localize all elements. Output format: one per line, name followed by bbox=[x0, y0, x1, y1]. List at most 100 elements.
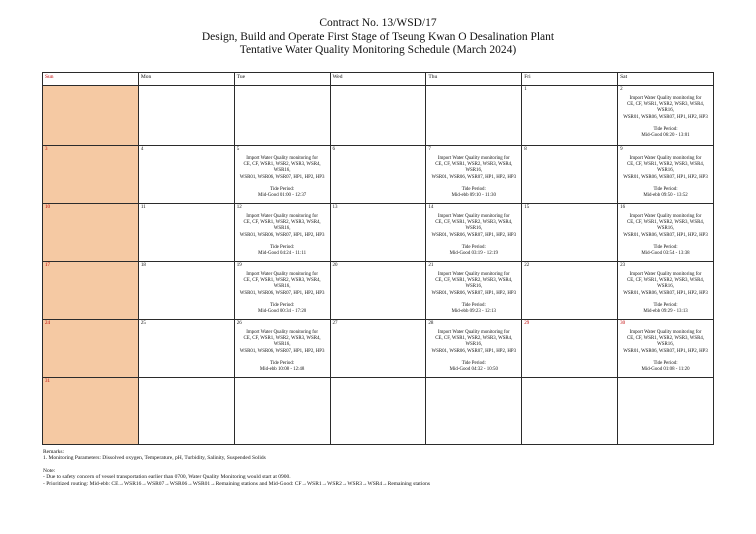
week-row-1: 1 2 Import Water Quality monitoring for CE,… bbox=[42, 85, 714, 146]
date-number: 27 bbox=[332, 321, 338, 326]
calendar-body: 1 2 Import Water Quality monitoring for CE,… bbox=[42, 85, 714, 445]
day-cell-empty bbox=[233, 85, 331, 146]
date-number: 22 bbox=[524, 263, 530, 268]
monitoring-line-1: Import Water Quality monitoring for bbox=[437, 214, 510, 219]
monitoring-line-3: WSR01, WSR06, WSR07, HP1, HP2, HP3 bbox=[623, 232, 708, 238]
date-number: 4 bbox=[140, 147, 144, 152]
date-number: 2 bbox=[620, 87, 623, 92]
date-number bbox=[523, 379, 617, 386]
day-cell-22: 22 bbox=[521, 261, 619, 320]
monitoring-entry: Import Water Quality monitoring for CE, C… bbox=[235, 156, 329, 199]
day-cell-6: 6 bbox=[329, 145, 427, 204]
date-number bbox=[235, 87, 329, 94]
monitoring-line-2: CE, CF, WSR1, WSR2, WSR3, WSR4, WSR16, bbox=[243, 278, 321, 290]
monitoring-line-2: CE, CF, WSR1, WSR2, WSR3, WSR4, WSR16, bbox=[626, 162, 705, 174]
tide-period-value: Mid-ebb 09:23 - 12:13 bbox=[451, 309, 496, 315]
date-number bbox=[43, 87, 137, 94]
tide-period-value: Mid-Good 04:24 - 11:11 bbox=[258, 251, 307, 257]
monitoring-line-2: CE, CF, WSR1, WSR2, WSR3, WSR4, WSR16, bbox=[435, 278, 513, 290]
tide-period-value: Mid-ebb 09:29 - 13:13 bbox=[643, 309, 688, 315]
monitoring-line-1: Import Water Quality monitoring for bbox=[437, 156, 510, 161]
date-number: 12 bbox=[236, 205, 242, 210]
monitoring-line-1: Import Water Quality monitoring for bbox=[437, 272, 510, 277]
title-project-name: Design, Build and Operate First Stage of… bbox=[201, 30, 555, 43]
monitoring-line-3: WSR01, WSR06, WSR07, HP1, HP2, HP3 bbox=[239, 232, 325, 238]
day-cell-empty bbox=[137, 85, 235, 146]
monitoring-entry: Import Water Quality monitoring for CE, C… bbox=[427, 156, 521, 199]
tide-period-label: Tide Period: bbox=[270, 186, 295, 192]
day-of-week-row: Sun Mon Tue Wed Thu Fri Sat bbox=[42, 72, 714, 86]
date-number: 31 bbox=[45, 379, 50, 384]
date-number: 8 bbox=[524, 147, 527, 152]
monitoring-entry: Import Water Quality monitoring for CE, C… bbox=[235, 214, 329, 257]
monitoring-entry: Import Water Quality monitoring for CE, C… bbox=[427, 272, 521, 315]
document-title-block: Contract No. 13/WSD/17 Design, Build and… bbox=[0, 17, 756, 58]
monitoring-line-1: Import Water Quality monitoring for bbox=[437, 330, 510, 335]
day-cell-23: 23 Import Water Quality monitoring for CE,… bbox=[617, 261, 714, 320]
day-cell-28: 28 Import Water Quality monitoring for CE,… bbox=[425, 319, 523, 378]
date-number: 17 bbox=[45, 263, 50, 268]
title-contract-no: Contract No. 13/WSD/17 bbox=[319, 17, 437, 29]
monitoring-entry: Import Water Quality monitoring for CE, C… bbox=[619, 214, 713, 257]
remarks-parameters: 1. Monitoring Parameters: Dissolved oxyg… bbox=[43, 455, 266, 462]
tide-period-value: Mid-Good 00:34 - 17:20 bbox=[257, 309, 307, 315]
date-number bbox=[619, 379, 713, 386]
day-cell-empty bbox=[425, 85, 523, 146]
day-cell-1: 1 bbox=[521, 85, 619, 146]
monitoring-entry: Import Water Quality monitoring for CE, C… bbox=[427, 330, 521, 373]
tide-period-value: Mid-ebb 09:50 - 13:52 bbox=[643, 193, 688, 199]
date-number bbox=[427, 87, 521, 94]
date-number: 26 bbox=[236, 321, 242, 326]
tide-period-value: Mid-ebb 10:08 - 12:48 bbox=[259, 367, 305, 373]
day-cell-empty bbox=[233, 377, 331, 445]
day-cell-empty bbox=[329, 85, 427, 146]
day-cell-20: 20 bbox=[329, 261, 427, 320]
day-cell-8: 8 bbox=[521, 145, 619, 204]
date-number: 30 bbox=[620, 321, 626, 326]
monitoring-line-1: Import Water Quality monitoring for bbox=[246, 272, 318, 277]
note-heading: Note: bbox=[43, 467, 56, 474]
date-number: 6 bbox=[332, 147, 336, 152]
day-cell-empty bbox=[137, 377, 235, 445]
tide-period-label: Tide Period: bbox=[653, 126, 678, 132]
day-cell-2: 2 Import Water Quality monitoring for CE, … bbox=[617, 85, 714, 146]
day-cell-12: 12 Import Water Quality monitoring for CE,… bbox=[233, 203, 331, 262]
day-cell-4: 4 bbox=[137, 145, 235, 204]
tide-period-value: Mid-Good 03:54 - 13:38 bbox=[641, 251, 690, 257]
monitoring-entry: Import Water Quality monitoring for CE, C… bbox=[619, 96, 713, 139]
monitoring-line-2: CE, CF, WSR1, WSR2, WSR3, WSR4, WSR16, bbox=[626, 220, 705, 232]
date-number: 7 bbox=[428, 147, 431, 152]
monitoring-line-2: CE, CF, WSR1, WSR2, WSR3, WSR4, WSR16, bbox=[243, 336, 321, 348]
day-cell-9: 9 Import Water Quality monitoring for CE, … bbox=[617, 145, 714, 204]
monitoring-line-1: Import Water Quality monitoring for bbox=[629, 272, 702, 277]
day-header-mon: Mon bbox=[137, 72, 235, 86]
day-cell-29: 29 bbox=[521, 319, 619, 378]
day-cell-3: 3 bbox=[42, 145, 139, 204]
week-row-6: 31 bbox=[42, 377, 714, 445]
day-cell-15: 15 bbox=[521, 203, 619, 262]
date-number: 25 bbox=[140, 321, 146, 326]
tide-period-label: Tide Period: bbox=[653, 186, 678, 192]
date-number: 11 bbox=[140, 205, 146, 210]
day-cell-empty bbox=[521, 377, 619, 445]
date-number: 19 bbox=[236, 263, 242, 268]
tide-period-label: Tide Period: bbox=[653, 360, 678, 366]
tide-period-label: Tide Period: bbox=[653, 244, 678, 250]
monitoring-line-1: Import Water Quality monitoring for bbox=[629, 330, 702, 335]
day-cell-13: 13 bbox=[329, 203, 427, 262]
day-header-sat: Sat bbox=[617, 72, 714, 86]
day-header-thu: Thu bbox=[425, 72, 523, 86]
monitoring-line-2: CE, CF, WSR1, WSR2, WSR3, WSR4, WSR16, bbox=[626, 336, 705, 348]
date-number: 5 bbox=[236, 147, 240, 152]
title-schedule-name: Tentative Water Quality Monitoring Sched… bbox=[239, 44, 517, 56]
monitoring-line-1: Import Water Quality monitoring for bbox=[246, 214, 318, 219]
monitoring-line-2: CE, CF, WSR1, WSR2, WSR3, WSR4, WSR16, bbox=[626, 278, 705, 290]
date-number bbox=[331, 87, 425, 94]
monitoring-entry: Import Water Quality monitoring for CE, C… bbox=[619, 330, 713, 373]
date-number bbox=[139, 379, 233, 386]
day-cell-24: 24 bbox=[42, 319, 139, 378]
date-number: 1 bbox=[524, 87, 527, 92]
monitoring-entry: Import Water Quality monitoring for CE, C… bbox=[619, 272, 713, 315]
tide-period-label: Tide Period: bbox=[461, 360, 486, 366]
day-cell-17: 17 bbox=[42, 261, 139, 320]
